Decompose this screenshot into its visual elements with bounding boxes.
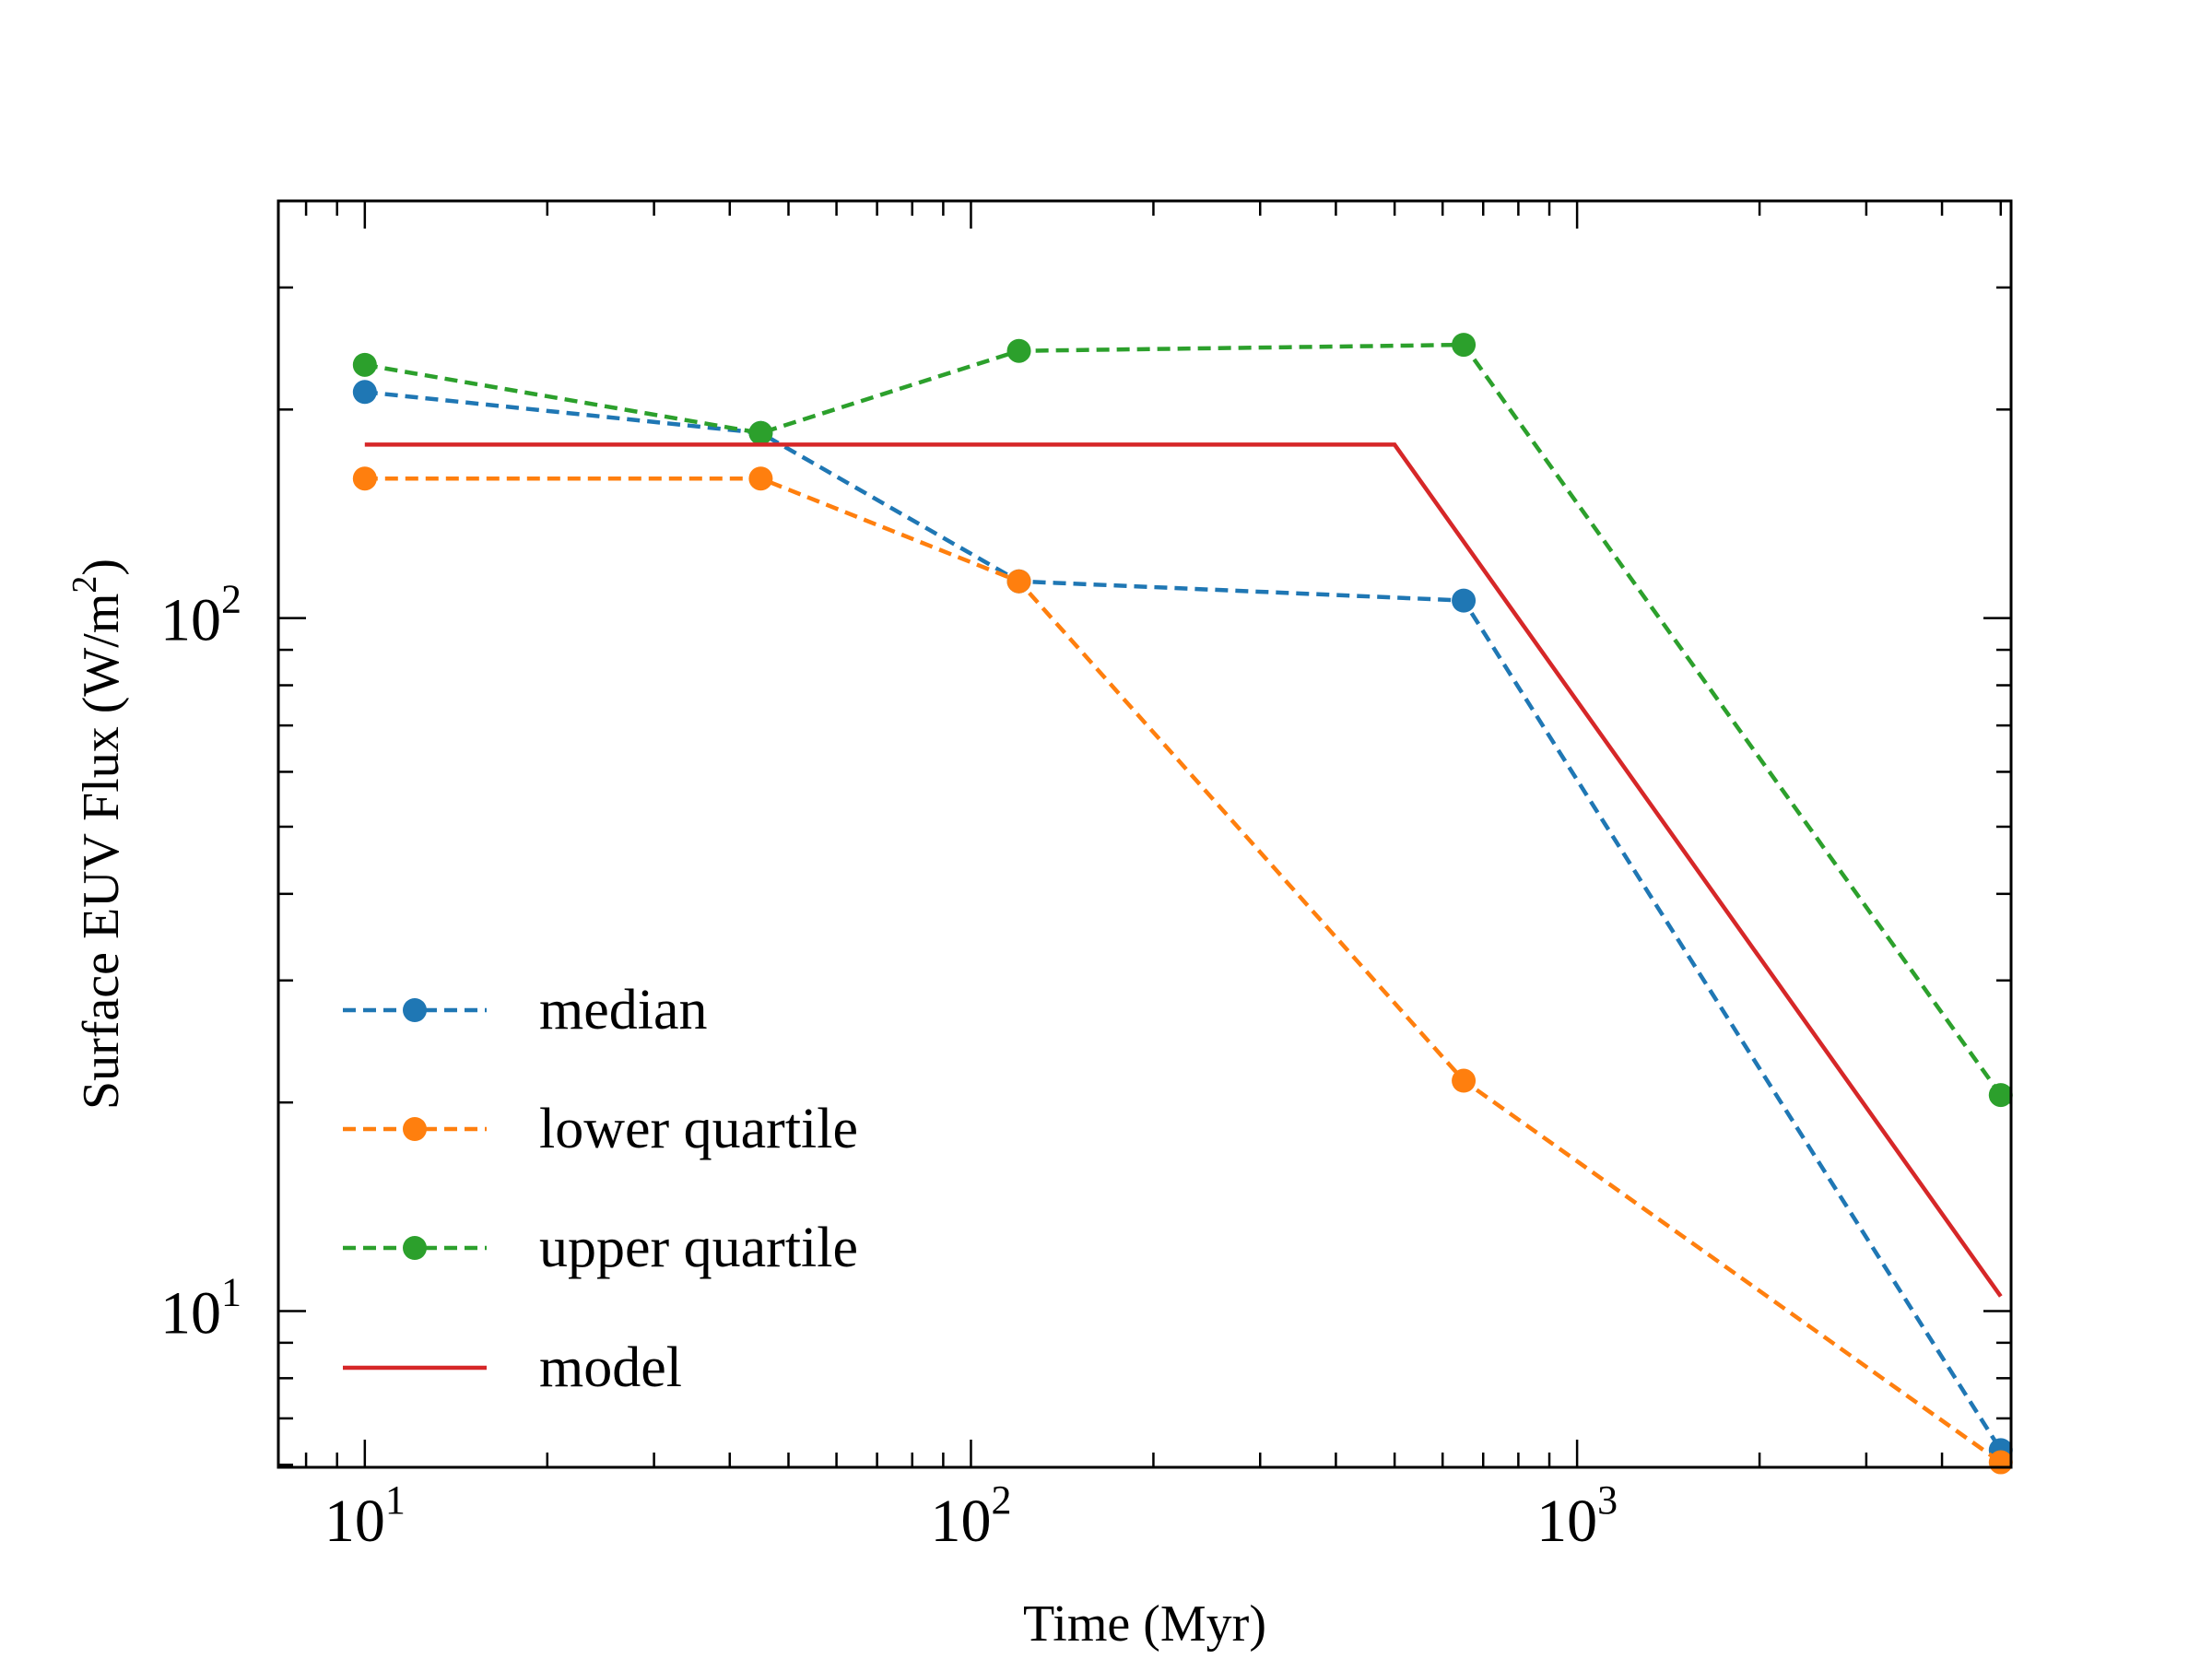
- axis-ticks: [278, 199, 2011, 1467]
- lower-quartile-point: [748, 466, 773, 491]
- model-line: [364, 442, 2003, 1298]
- legend-label-upper-quartile: upper quartile: [539, 1217, 858, 1279]
- plot-frame: [276, 199, 2013, 1469]
- legend-label-lower-quartile: lower quartile: [539, 1098, 858, 1160]
- x-axis-title: Time (Myr): [1023, 1595, 1266, 1653]
- legend-marker-lower-quartile: [403, 1117, 427, 1141]
- median-point: [352, 380, 377, 405]
- legend-item-model: model: [343, 1336, 682, 1399]
- tick-labels: 101 102 103 101 102: [160, 577, 1618, 1555]
- legend-marker-median: [403, 998, 427, 1022]
- legend: median lower quartile upper quartile model: [343, 979, 858, 1399]
- median-line: [364, 390, 2003, 1452]
- legend-item-lower-quartile: lower quartile: [343, 1098, 858, 1160]
- lower-quartile-point: [352, 466, 377, 491]
- upper-quartile-point: [352, 352, 377, 377]
- y-axis-title: Surface EUV Flux (W/m2): [65, 559, 130, 1110]
- series-layer: [352, 333, 2013, 1475]
- upper-quartile-point: [1006, 338, 1031, 363]
- lower-quartile-point: [1452, 1068, 1477, 1093]
- upper-quartile-point: [1452, 333, 1477, 358]
- legend-label-model: model: [539, 1336, 682, 1399]
- lower-quartile-point: [1006, 569, 1031, 594]
- legend-item-upper-quartile: upper quartile: [343, 1217, 858, 1279]
- x-tick-label: 102: [930, 1477, 1011, 1555]
- lower-quartile-line: [364, 476, 2003, 1465]
- y-axis-title-close: ): [73, 559, 130, 576]
- y-tick-label: 101: [160, 1269, 241, 1347]
- legend-marker-upper-quartile: [403, 1236, 427, 1260]
- x-tick-label: 103: [1536, 1477, 1618, 1555]
- median-point: [1452, 588, 1477, 613]
- y-tick-label: 102: [160, 577, 241, 654]
- legend-item-median: median: [343, 979, 708, 1041]
- y-axis-title-main: Surface EUV Flux (W/m: [73, 594, 130, 1110]
- lower-quartile-point: [1988, 1450, 2013, 1475]
- upper-quartile-point: [1988, 1083, 2013, 1108]
- legend-label-median: median: [539, 979, 708, 1041]
- upper-quartile-point: [748, 420, 773, 445]
- x-tick-label: 101: [324, 1477, 406, 1555]
- y-axis-title-sup: 2: [65, 576, 104, 594]
